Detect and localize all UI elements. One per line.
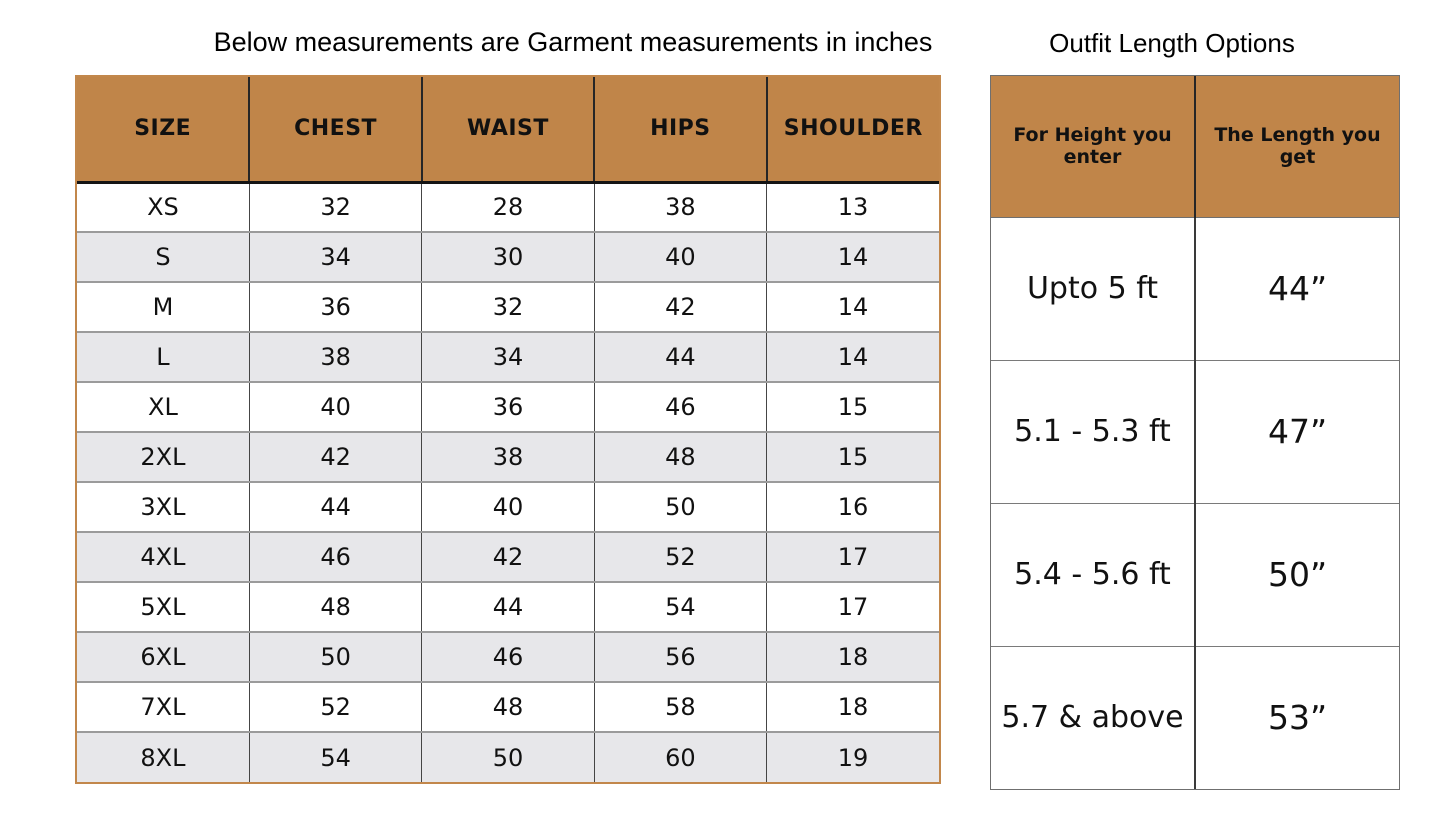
table-cell: 50 — [248, 631, 422, 682]
table-row: S 34 30 40 14 — [77, 231, 939, 282]
table-cell: 14 — [766, 331, 939, 382]
table-row: 5.4 - 5.6 ft 50” — [991, 502, 1399, 646]
table-cell: 5XL — [77, 581, 250, 632]
table-cell: 18 — [766, 681, 939, 732]
column-header-height: For Height you enter — [991, 76, 1195, 218]
table-row: 3XL 44 40 50 16 — [77, 481, 939, 532]
table-cell: 56 — [593, 631, 767, 682]
table-cell: 16 — [766, 481, 939, 532]
table-cell: 60 — [593, 731, 767, 782]
table-cell: 48 — [593, 431, 767, 482]
table-row: 5.1 - 5.3 ft 47” — [991, 359, 1399, 503]
table-cell: 50” — [1194, 502, 1399, 646]
table-cell: 6XL — [77, 631, 250, 682]
table-cell: 34 — [248, 231, 422, 282]
table-cell: 17 — [766, 531, 939, 582]
table-row: 8XL 54 50 60 19 — [77, 731, 939, 782]
table-cell: 17 — [766, 581, 939, 632]
column-header-size: SIZE — [77, 77, 250, 184]
table-cell: 15 — [766, 381, 939, 432]
table-cell: 5.7 & above — [991, 645, 1195, 789]
length-options-title: Outfit Length Options — [1049, 28, 1295, 58]
table-cell: 40 — [421, 481, 595, 532]
table-cell: 52 — [248, 681, 422, 732]
table-row: 6XL 50 46 56 18 — [77, 631, 939, 682]
table-cell: 32 — [421, 281, 595, 332]
table-cell: 15 — [766, 431, 939, 482]
table-cell: 44 — [248, 481, 422, 532]
table-row: 2XL 42 38 48 15 — [77, 431, 939, 482]
table-cell: 44 — [421, 581, 595, 632]
table-cell: 19 — [766, 731, 939, 782]
length-table-header-row: For Height you enter The Length you get — [991, 76, 1399, 218]
table-cell: 44 — [593, 331, 767, 382]
table-cell: 36 — [248, 281, 422, 332]
table-cell: 42 — [593, 281, 767, 332]
table-cell: 38 — [593, 182, 767, 232]
table-cell: 42 — [421, 531, 595, 582]
length-options-table: For Height you enter The Length you get … — [990, 75, 1400, 790]
table-cell: 40 — [248, 381, 422, 432]
table-cell: 28 — [421, 182, 595, 232]
column-header-hips: HIPS — [593, 77, 767, 184]
table-cell: 40 — [593, 231, 767, 282]
table-cell: 44” — [1194, 217, 1399, 360]
table-cell: M — [77, 281, 250, 332]
column-header-chest: CHEST — [248, 77, 422, 184]
table-cell: 34 — [421, 331, 595, 382]
column-header-shoulder: SHOULDER — [765, 77, 939, 184]
table-cell: XL — [77, 381, 250, 432]
table-cell: 30 — [421, 231, 595, 282]
table-cell: 48 — [421, 681, 595, 732]
table-cell: L — [77, 331, 250, 382]
size-table-header-row: SIZE CHEST WAIST HIPS SHOULDER — [77, 77, 939, 184]
table-cell: Upto 5 ft — [991, 217, 1195, 360]
table-cell: 5.4 - 5.6 ft — [991, 502, 1195, 646]
table-row: 5.7 & above 53” — [991, 645, 1399, 789]
table-cell: 36 — [421, 381, 595, 432]
table-cell: XS — [77, 182, 250, 232]
table-cell: 14 — [766, 231, 939, 282]
table-cell: 5.1 - 5.3 ft — [991, 359, 1195, 503]
table-cell: 46 — [248, 531, 422, 582]
table-cell: 58 — [593, 681, 767, 732]
table-cell: 42 — [248, 431, 422, 482]
table-cell: 38 — [421, 431, 595, 482]
table-cell: 8XL — [77, 731, 250, 782]
table-cell: 54 — [593, 581, 767, 632]
table-cell: 14 — [766, 281, 939, 332]
table-cell: 13 — [766, 182, 939, 232]
table-cell: 32 — [248, 182, 422, 232]
table-row: Upto 5 ft 44” — [991, 217, 1399, 360]
size-table-body: XS 32 28 38 13 S 34 30 40 14 M 36 32 42 14 L 38 34 44 14 XL 4… — [77, 182, 939, 782]
table-cell: 52 — [593, 531, 767, 582]
table-cell: 46 — [421, 631, 595, 682]
table-row: M 36 32 42 14 — [77, 281, 939, 332]
table-cell: 46 — [593, 381, 767, 432]
size-table-title: Below measurements are Garment measureme… — [213, 27, 933, 57]
column-header-waist: WAIST — [420, 77, 595, 184]
column-header-length: The Length you get — [1194, 76, 1399, 218]
table-cell: 3XL — [77, 481, 250, 532]
table-row: 7XL 52 48 58 18 — [77, 681, 939, 732]
table-cell: 48 — [248, 581, 422, 632]
table-cell: 50 — [421, 731, 595, 782]
table-row: XL 40 36 46 15 — [77, 381, 939, 432]
table-cell: 18 — [766, 631, 939, 682]
table-row: L 38 34 44 14 — [77, 331, 939, 382]
table-row: XS 32 28 38 13 — [77, 182, 939, 232]
table-cell: 47” — [1194, 359, 1399, 503]
table-cell: 54 — [248, 731, 422, 782]
table-row: 5XL 48 44 54 17 — [77, 581, 939, 632]
table-cell: 50 — [593, 481, 767, 532]
size-table: SIZE CHEST WAIST HIPS SHOULDER XS 32 28 38 1… — [75, 75, 941, 784]
table-row: 4XL 46 42 52 17 — [77, 531, 939, 582]
table-cell: 7XL — [77, 681, 250, 732]
table-cell: S — [77, 231, 250, 282]
table-cell: 2XL — [77, 431, 250, 482]
table-cell: 38 — [248, 331, 422, 382]
table-cell: 4XL — [77, 531, 250, 582]
length-table-body: Upto 5 ft 44” 5.1 - 5.3 ft 47” 5.4 - 5.6 ft 5… — [991, 217, 1399, 789]
table-cell: 53” — [1194, 645, 1399, 789]
